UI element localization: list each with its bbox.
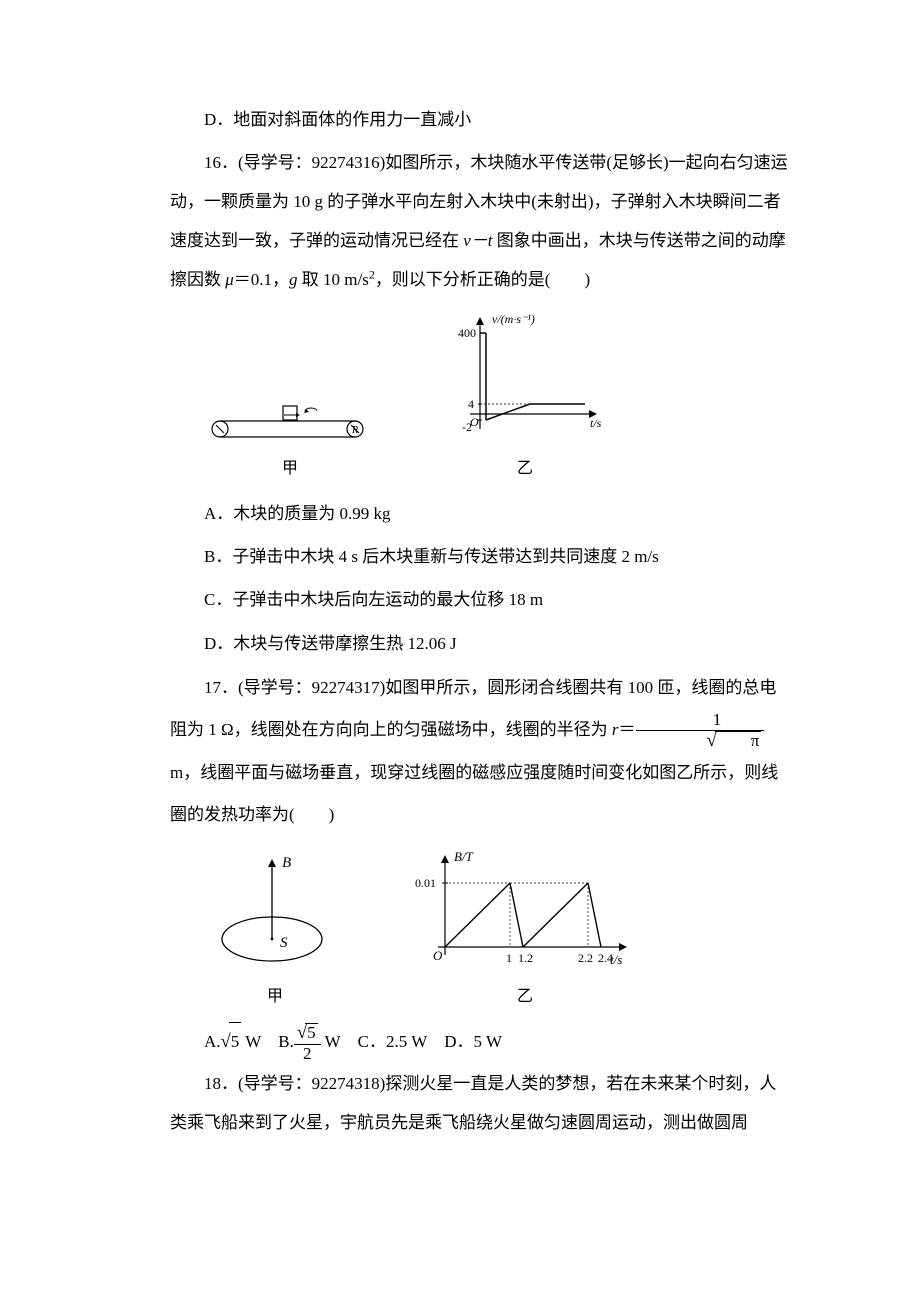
q17-figures: B S 甲 B/T t/s O 0.01 1 1.2 2.2 — [210, 847, 790, 1016]
BT-origin: O — [433, 948, 443, 963]
q16-fig1-label: 甲 — [282, 451, 298, 488]
ytick-neg2: -2 — [462, 420, 472, 434]
conveyor-diagram-icon: R — [200, 389, 380, 449]
xtick-1: 1 — [506, 951, 512, 965]
B-label: B — [282, 855, 291, 871]
q17-stem: 17．(导学号：92274317)如图甲所示，圆形闭合线圈共有 100 匝，线圈… — [170, 667, 790, 837]
r-frac: 1π — [636, 711, 765, 751]
ytick-001: 0.01 — [415, 876, 436, 890]
q16-option-c: C．子弹击中木块后向左运动的最大位移 18 m — [204, 580, 790, 619]
frac-top: 1 — [636, 711, 765, 731]
q17-fig1-label: 甲 — [267, 979, 283, 1016]
q18-stem: 18．(导学号：92274318)探测火星一直是人类的梦想，若在未来某个时刻，人… — [170, 1064, 790, 1142]
q16-fig1: R 甲 — [200, 389, 380, 488]
sqrt-pi: π — [673, 731, 762, 752]
q16-vt: v－t — [463, 231, 492, 250]
mu: μ — [225, 270, 234, 289]
opt-a-suf: W — [241, 1032, 261, 1051]
opt-b-pre: B. — [278, 1032, 294, 1051]
sqrt-5-b: 5 — [297, 1023, 318, 1044]
S-label: S — [280, 935, 288, 951]
q16-fig2-label: 乙 — [517, 451, 533, 488]
q16-option-a: A．木块的质量为 0.99 kg — [204, 494, 790, 533]
q17-options: A.5 W B.52 W C．2.5 W D．5 W — [204, 1021, 790, 1063]
coil-diagram-icon: B S — [210, 847, 340, 977]
q17-fig1: B S 甲 — [210, 847, 340, 1016]
g-sym: g — [289, 270, 298, 289]
opt-b-top: 5 — [294, 1023, 321, 1045]
vt-graph-icon: v/(m·s⁻¹) t/s O 400 4 -2 — [440, 309, 610, 449]
opt-b-frac: 52 — [294, 1023, 321, 1063]
q16-option-b: B．子弹击中木块 4 s 后木块重新与传送带达到共同速度 2 m/s — [204, 537, 790, 576]
q16-figures: R 甲 v/(m·s⁻¹) t/s O 400 4 -2 — [200, 309, 790, 488]
xtick-24: 2.4 — [598, 951, 613, 965]
bt-graph-icon: B/T t/s O 0.01 1 1.2 2.2 2.4 — [410, 847, 640, 977]
x-axis-label: t/s — [590, 416, 602, 430]
q16-eq: ＝0.1， — [234, 270, 289, 289]
sqrt-5-a: 5 — [221, 1021, 242, 1062]
opt-d: D．5 W — [444, 1032, 502, 1051]
xtick-22: 2.2 — [578, 951, 593, 965]
r-sym: r — [612, 720, 619, 739]
opt-b-suf: W — [321, 1032, 341, 1051]
ytick-4: 4 — [468, 397, 474, 411]
q16-option-d: D．木块与传送带摩擦生热 12.06 J — [204, 624, 790, 663]
q16-stem: 16．(导学号：92274316)如图所示，木块随水平传送带(足够长)一起向右匀… — [170, 143, 790, 299]
xtick-12: 1.2 — [518, 951, 533, 965]
g-val: 取 10 m/s — [298, 270, 369, 289]
q17-fig2: B/T t/s O 0.01 1 1.2 2.2 2.4 乙 — [410, 847, 640, 1016]
svg-text:R: R — [351, 425, 358, 436]
q17-text-2: m，线圈平面与磁场垂直，现穿过线圈的磁感应强度随时间变化如图乙所示，则线圈的发热… — [170, 763, 778, 825]
opt-b-bot: 2 — [294, 1045, 321, 1064]
q17-eq: ＝ — [619, 720, 636, 739]
BT-y-label: B/T — [454, 849, 474, 864]
q17-fig2-label: 乙 — [517, 979, 533, 1016]
y-axis-label: v/(m·s⁻¹) — [492, 312, 535, 326]
five-b: 5 — [305, 1023, 318, 1043]
ytick-400: 400 — [458, 326, 476, 340]
five-a: 5 — [229, 1022, 242, 1060]
q16-text-3: ，则以下分析正确的是( ) — [375, 270, 590, 289]
q15-option-d: D．地面对斜面体的作用力一直减小 — [204, 100, 790, 139]
q16-fig2: v/(m·s⁻¹) t/s O 400 4 -2 乙 — [440, 309, 610, 488]
pi: π — [715, 731, 762, 751]
opt-c: C．2.5 W — [358, 1032, 428, 1051]
frac-bot: π — [636, 731, 765, 752]
opt-a-pre: A. — [204, 1032, 221, 1051]
